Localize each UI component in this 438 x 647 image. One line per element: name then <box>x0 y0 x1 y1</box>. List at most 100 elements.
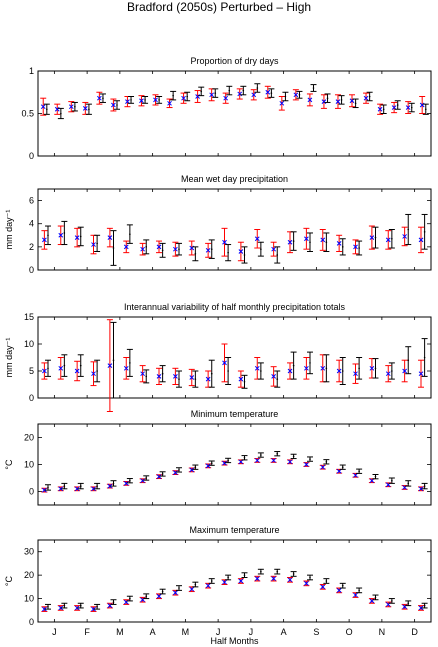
data-point <box>325 461 328 463</box>
data-point <box>407 482 410 485</box>
data-point <box>341 246 344 248</box>
data-point <box>74 105 76 108</box>
data-point <box>276 254 279 256</box>
data-point <box>60 112 62 115</box>
data-point <box>194 583 197 586</box>
data-point <box>173 590 178 596</box>
x-tick-label: N <box>379 627 386 637</box>
data-point <box>271 458 276 463</box>
data-point <box>112 247 115 249</box>
x-tick-label: J <box>216 627 221 637</box>
data-point <box>123 244 129 250</box>
data-point <box>358 470 360 473</box>
data-point <box>320 237 326 243</box>
data-point <box>79 604 82 607</box>
data-point <box>172 94 174 97</box>
data-point <box>325 241 328 244</box>
data-point <box>74 486 80 492</box>
data-point <box>42 606 47 612</box>
data-point <box>287 577 293 583</box>
panel-title: Mean wet day precipitation <box>181 174 288 184</box>
data-point <box>396 104 399 106</box>
data-point <box>173 246 178 252</box>
data-point <box>312 87 315 89</box>
data-point <box>223 95 229 101</box>
data-point <box>112 601 115 603</box>
y-tick-label: 0 <box>29 151 34 161</box>
data-point <box>358 589 360 592</box>
data-point <box>47 367 49 370</box>
data-point <box>336 241 342 246</box>
data-point <box>238 376 244 382</box>
data-point <box>358 367 360 370</box>
plot-frame <box>37 70 432 157</box>
data-point <box>173 470 178 475</box>
data-point <box>205 376 211 382</box>
data-point <box>74 235 80 240</box>
y-tick-label: 30 <box>24 547 34 557</box>
data-point <box>251 92 257 98</box>
data-point <box>74 368 80 374</box>
data-point <box>407 228 410 231</box>
x-tick-label: J <box>249 627 254 637</box>
data-point <box>186 95 188 98</box>
data-point <box>418 605 424 611</box>
data-point <box>292 240 295 242</box>
data-point <box>238 459 244 465</box>
data-point <box>320 365 326 371</box>
data-point <box>96 605 98 608</box>
plot-frame <box>37 188 432 271</box>
data-point <box>265 89 271 95</box>
data-point <box>107 235 113 240</box>
data-point <box>222 360 227 366</box>
panel-3: Interannual variability of half monthly … <box>4 302 432 412</box>
y-tick-label: 0.5 <box>21 109 34 119</box>
data-point <box>178 248 180 250</box>
data-point <box>238 249 244 254</box>
data-point <box>341 584 344 587</box>
data-point <box>222 460 227 466</box>
data-point <box>271 374 276 379</box>
data-point <box>63 485 66 487</box>
data-point <box>140 478 145 484</box>
data-point <box>91 242 96 247</box>
data-point <box>320 464 326 470</box>
data-point <box>335 99 341 104</box>
data-point <box>423 231 426 233</box>
data-point <box>47 234 49 237</box>
data-point <box>369 235 375 240</box>
data-point <box>42 368 47 374</box>
data-point <box>140 371 145 377</box>
data-point <box>58 365 64 371</box>
data-point <box>79 235 82 238</box>
figure-title: Bradford (2050s) Perturbed – High <box>126 0 312 14</box>
data-point <box>210 248 213 250</box>
data-point <box>410 106 413 109</box>
data-point <box>243 574 246 576</box>
data-point <box>79 485 82 487</box>
panel-1: Proportion of dry days 0 0.5 1 <box>21 56 432 161</box>
y-tick-label: 20 <box>24 570 34 580</box>
y-tick-label: 4 <box>29 219 34 229</box>
y-tick-label: 0 <box>29 487 34 497</box>
y-axis-label: °C <box>4 459 14 470</box>
data-point <box>368 95 371 98</box>
data-point <box>158 99 160 101</box>
data-point <box>336 368 342 374</box>
data-point <box>238 578 244 584</box>
data-point <box>304 462 309 467</box>
panel-title: Proportion of dry days <box>190 56 279 66</box>
data-point <box>140 246 145 252</box>
data-point <box>407 602 410 605</box>
data-point <box>42 487 47 493</box>
data-point <box>353 371 358 377</box>
data-point <box>260 454 262 456</box>
data-point <box>309 576 311 579</box>
data-point <box>254 458 260 463</box>
series-2 <box>44 451 428 491</box>
data-point <box>178 378 180 380</box>
data-point <box>111 102 116 108</box>
series-1 <box>41 575 425 612</box>
data-point <box>293 92 299 98</box>
y-axis-label: °C <box>4 575 14 586</box>
